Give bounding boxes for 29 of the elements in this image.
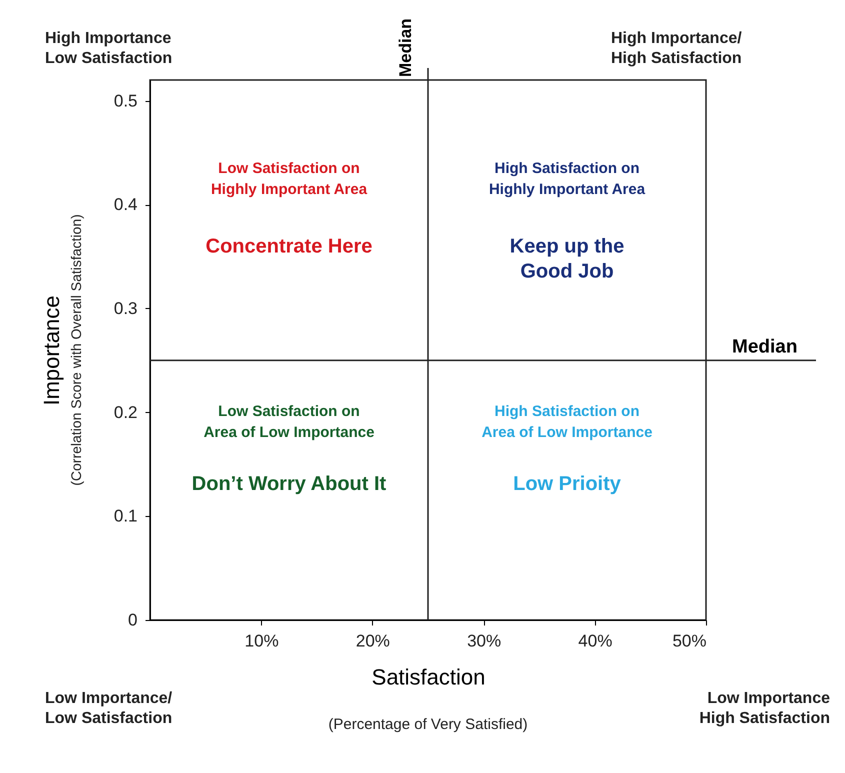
annotation: High Satisfaction on Highly Important Area <box>488 160 646 198</box>
x-axis-title: Satisfaction <box>372 664 486 690</box>
annotation: Low Satisfaction on Highly Important Area <box>210 160 368 198</box>
text: High Importance Low Satisfaction <box>45 30 172 67</box>
y-tick-label: 0.4 <box>114 195 138 214</box>
y-tick-label: 0.3 <box>114 298 138 318</box>
text: High Importance/ High Satisfaction <box>611 30 742 67</box>
text: (Correlation Score with Overall Satisfaction) <box>68 214 84 486</box>
ref-line-label: Median <box>732 336 798 358</box>
text: (Percentage of Very Satisfied) <box>328 716 528 733</box>
ref-line-label: Median <box>396 18 415 77</box>
annotation: Don’t Worry About It <box>192 473 387 496</box>
y-axis-title: Importance <box>38 295 64 406</box>
y-tick-label: 0.1 <box>114 506 138 526</box>
text: Low Importance High Satisfaction <box>699 690 830 727</box>
y-tick-label: 0.5 <box>114 91 138 110</box>
y-tick-label: 0.2 <box>114 402 138 422</box>
x-tick-label: 30% <box>467 632 502 650</box>
text: Low Importance/ Low Satisfaction <box>45 690 173 727</box>
annotation: High Satisfaction on Area of Low Importance <box>482 403 652 441</box>
x-tick-label: 50% <box>672 632 706 650</box>
annotation: Low Prioity <box>513 473 622 496</box>
y-tick-label: 0 <box>128 610 138 630</box>
x-tick-label: 20% <box>356 632 390 650</box>
annotation: Concentrate Here <box>206 236 372 258</box>
x-tick-label: 40% <box>578 632 612 650</box>
annotation: Keep up the Good Job <box>510 236 624 283</box>
x-tick-label: 10% <box>244 632 279 650</box>
annotation: Low Satisfaction on Area of Low Importance <box>204 403 374 441</box>
